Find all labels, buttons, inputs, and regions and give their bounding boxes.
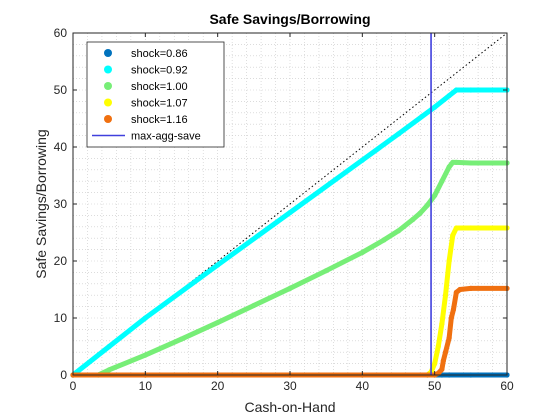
- y-tick-label: 40: [54, 140, 68, 154]
- data-point: [468, 225, 473, 230]
- data-point: [439, 321, 444, 326]
- legend-label: shock=0.92: [131, 65, 188, 77]
- x-axis-label: Cash-on-Hand: [244, 399, 335, 415]
- legend-marker: [104, 99, 112, 107]
- legend-marker: [104, 82, 112, 90]
- data-point: [443, 293, 448, 298]
- data-point: [468, 87, 473, 92]
- legend-label: shock=1.00: [131, 81, 188, 93]
- data-point: [436, 344, 441, 349]
- legend: shock=0.86 shock=0.92 shock=1.00 shock=1.07…: [87, 42, 224, 147]
- legend-label: max-agg-save: [131, 131, 201, 143]
- data-point: [251, 303, 256, 308]
- data-point: [410, 217, 415, 222]
- data-point: [287, 286, 292, 291]
- data-point: [360, 158, 365, 163]
- x-tick-label: 0: [70, 379, 77, 393]
- chart-title: Safe Savings/Borrowing: [209, 11, 370, 27]
- data-point: [360, 250, 365, 255]
- data-point: [447, 258, 452, 263]
- data-point: [449, 315, 454, 320]
- data-point: [396, 228, 401, 233]
- data-point: [215, 262, 220, 267]
- data-point: [450, 233, 455, 238]
- y-tick-label: 30: [54, 197, 68, 211]
- y-tick-label: 0: [60, 368, 67, 382]
- data-point: [468, 286, 473, 291]
- legend-marker: [104, 66, 112, 74]
- data-point: [432, 193, 437, 198]
- data-point: [179, 336, 184, 341]
- legend-marker: [104, 49, 112, 57]
- data-point: [454, 87, 459, 92]
- legend-label: shock=1.16: [131, 114, 188, 126]
- data-point: [432, 361, 437, 366]
- data-point: [432, 105, 437, 110]
- legend-label: shock=0.86: [131, 48, 188, 60]
- y-axis-label: Safe Savings/Borrowing: [33, 129, 49, 278]
- data-point: [324, 268, 329, 273]
- data-point: [468, 160, 473, 165]
- y-tick-label: 10: [54, 311, 68, 325]
- data-point: [447, 93, 452, 98]
- data-point: [215, 320, 220, 325]
- y-tick-label: 20: [54, 254, 68, 268]
- x-tick-label: 10: [139, 379, 153, 393]
- data-point: [447, 335, 452, 340]
- data-point: [441, 358, 446, 363]
- x-tick-label: 60: [500, 379, 514, 393]
- data-point: [451, 307, 456, 312]
- x-tick-label: 40: [356, 379, 370, 393]
- data-point: [107, 344, 112, 349]
- data-point: [454, 160, 459, 165]
- data-point: [418, 211, 423, 216]
- data-point: [396, 131, 401, 136]
- x-tick-label: 20: [211, 379, 225, 393]
- data-point: [439, 367, 444, 372]
- data-point: [439, 179, 444, 184]
- data-point: [425, 203, 430, 208]
- data-point: [443, 350, 448, 355]
- data-point: [447, 164, 452, 169]
- data-point: [457, 287, 462, 292]
- data-point: [143, 352, 148, 357]
- y-tick-label: 60: [54, 26, 68, 40]
- data-point: [107, 367, 112, 372]
- data-point: [381, 237, 386, 242]
- data-point: [287, 210, 292, 215]
- data-point: [454, 225, 459, 230]
- data-point: [143, 315, 148, 320]
- x-tick-label: 30: [283, 379, 297, 393]
- legend-label: shock=1.07: [131, 98, 188, 110]
- x-tick-label: 50: [428, 379, 442, 393]
- y-tick-label: 50: [54, 83, 68, 97]
- legend-marker: [104, 115, 112, 123]
